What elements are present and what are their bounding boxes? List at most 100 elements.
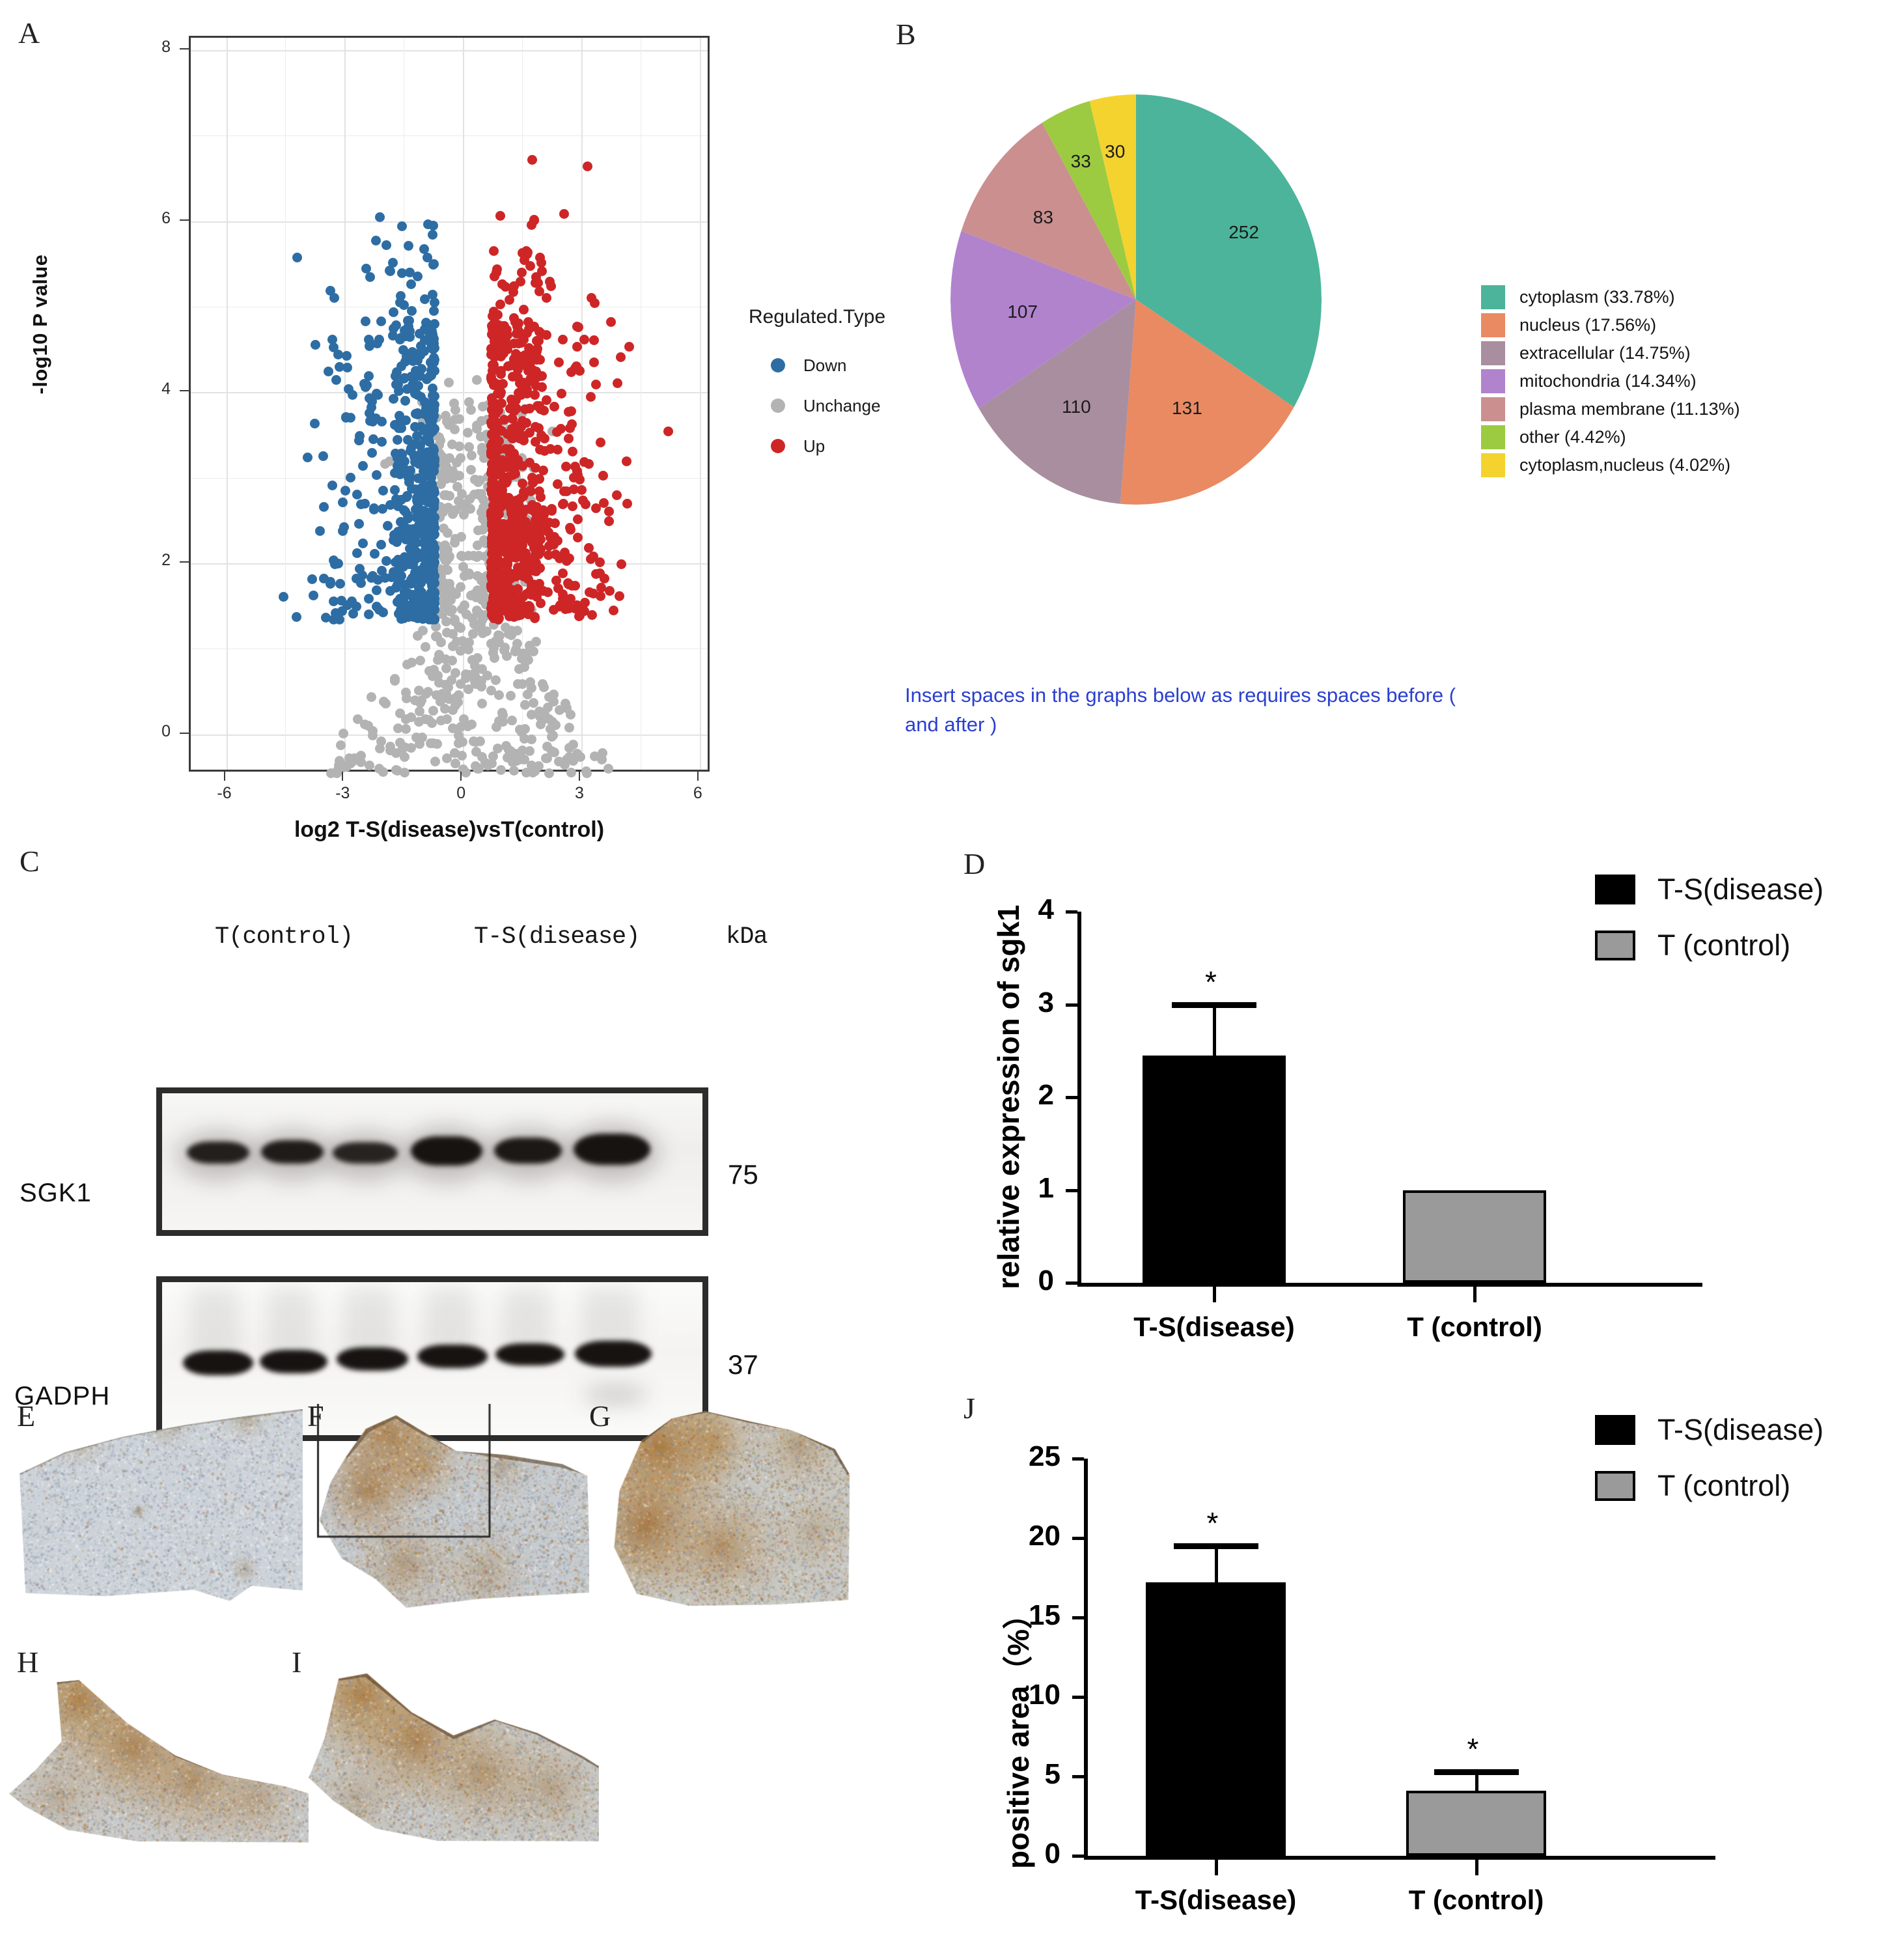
volcano-data-point	[429, 259, 439, 269]
volcano-data-point	[335, 740, 346, 751]
ihc-image-e	[20, 1409, 303, 1604]
volcano-data-point	[521, 768, 532, 778]
legend-swatch-icon	[1595, 931, 1635, 960]
pie-legend-item[interactable]: cytoplasm (33.78%)	[1481, 285, 1740, 310]
volcano-data-point	[604, 516, 615, 527]
volcano-data-point	[492, 264, 503, 274]
pie-legend-item[interactable]: extracellular (14.75%)	[1481, 341, 1740, 366]
panel-a-volcano: A 0 2 4 6 8 -6 -3 0 3 6 -log10 P value log2 T-S(…	[0, 0, 885, 866]
volcano-data-point	[513, 338, 523, 348]
volcano-data-point	[378, 766, 388, 777]
volcano-data-point	[415, 656, 425, 666]
volcano-data-point	[363, 593, 374, 604]
volcano-data-point	[427, 414, 437, 425]
volcano-data-point	[400, 752, 410, 763]
volcano-data-point	[396, 495, 407, 505]
volcano-x-tick-label: 0	[456, 784, 466, 802]
volcano-data-point	[450, 759, 460, 769]
volcano-data-point	[482, 671, 493, 681]
volcano-data-point	[478, 495, 489, 505]
volcano-data-point	[590, 503, 601, 514]
volcano-data-point	[351, 574, 361, 584]
y-tick-label: 20	[1029, 1520, 1060, 1552]
volcano-data-point	[488, 595, 498, 606]
volcano-data-point	[365, 272, 376, 283]
x-category-label: T-S(disease)	[1135, 1884, 1297, 1915]
volcano-data-point	[572, 342, 583, 352]
panel-c-western-blot: C T(control) T-S(disease) kDa SGK1 GADPH…	[0, 840, 911, 1441]
volcano-data-point	[497, 279, 507, 289]
volcano-data-point	[442, 714, 452, 724]
pie-legend-item[interactable]: cytoplasm,nucleus (4.02%)	[1481, 453, 1740, 478]
volcano-data-point	[428, 220, 438, 231]
pie-legend-label: plasma membrane (11.13%)	[1519, 399, 1740, 419]
bar-legend-label: T-S(disease)	[1657, 873, 1824, 906]
x-category-label: T (control)	[1407, 1311, 1542, 1342]
y-tick	[1066, 1281, 1077, 1285]
volcano-data-point	[442, 527, 452, 538]
pie-legend: cytoplasm (33.78%) nucleus (17.56%) extrac…	[1481, 285, 1740, 481]
y-tick-label: 25	[1029, 1440, 1060, 1472]
volcano-data-point	[538, 682, 549, 693]
volcano-data-point	[495, 211, 505, 221]
volcano-data-point	[448, 705, 458, 715]
volcano-data-point	[525, 261, 535, 272]
volcano-data-point	[415, 706, 425, 716]
volcano-data-point	[495, 764, 506, 775]
volcano-data-point	[449, 695, 459, 705]
volcano-data-point	[393, 380, 403, 390]
volcano-y-tick	[180, 732, 189, 734]
volcano-data-point	[338, 763, 348, 773]
volcano-data-point	[434, 678, 445, 688]
volcano-data-point	[598, 471, 608, 481]
volcano-data-point	[534, 548, 544, 558]
volcano-data-point	[462, 427, 473, 438]
volcano-data-point	[486, 464, 497, 475]
volcano-data-point	[427, 383, 437, 393]
volcano-data-point	[456, 721, 466, 732]
volcano-data-point	[472, 585, 482, 596]
bar-disease[interactable]	[1143, 1055, 1286, 1283]
volcano-data-point	[393, 570, 403, 580]
volcano-data-point	[419, 294, 430, 304]
panel-d-y-axis-title: relative expression of sgk1	[991, 904, 1025, 1289]
bar-disease[interactable]	[1146, 1582, 1286, 1856]
pie-legend-item[interactable]: mitochondria (14.34%)	[1481, 369, 1740, 394]
panel-label-b: B	[896, 18, 916, 51]
volcano-data-point	[598, 748, 608, 759]
volcano-data-point	[307, 574, 317, 585]
volcano-data-point	[547, 732, 557, 742]
volcano-y-tick-label: 4	[161, 380, 171, 399]
volcano-data-point	[440, 704, 450, 714]
volcano-data-point	[318, 501, 329, 512]
volcano-data-point	[412, 613, 423, 624]
pie-legend-item[interactable]: plasma membrane (11.13%)	[1481, 397, 1740, 422]
volcano-data-point	[494, 630, 505, 641]
ihc-image-i	[296, 1660, 599, 1843]
bar-legend-item[interactable]: T (control)	[1595, 929, 1823, 962]
legend-swatch-icon	[771, 358, 785, 372]
pie-legend-label: nucleus (17.56%)	[1519, 315, 1657, 335]
volcano-data-point	[372, 339, 383, 349]
bar-control[interactable]	[1406, 1790, 1546, 1856]
pie-legend-item[interactable]: other (4.42%)	[1481, 425, 1740, 450]
blot-band-sgk1	[574, 1134, 650, 1165]
volcano-data-point	[564, 743, 574, 753]
blot-band-gadph	[183, 1351, 253, 1375]
volcano-data-point	[527, 155, 537, 165]
blot-kda-value-37: 37	[728, 1349, 758, 1380]
volcano-data-point	[563, 406, 574, 417]
bar-legend-item[interactable]: T (control)	[1595, 1469, 1823, 1503]
volcano-data-point	[581, 766, 592, 776]
volcano-data-point	[455, 623, 465, 633]
volcano-data-point	[595, 438, 605, 448]
bar-legend-item[interactable]: T-S(disease)	[1595, 873, 1823, 906]
volcano-data-point	[548, 717, 558, 727]
volcano-data-point	[616, 559, 626, 570]
bar-control[interactable]	[1403, 1190, 1546, 1283]
bar-legend-item[interactable]: T-S(disease)	[1595, 1413, 1823, 1447]
volcano-data-point	[352, 489, 363, 499]
volcano-data-point	[352, 548, 362, 558]
pie-legend-item[interactable]: nucleus (17.56%)	[1481, 313, 1740, 338]
volcano-data-point	[471, 375, 482, 385]
